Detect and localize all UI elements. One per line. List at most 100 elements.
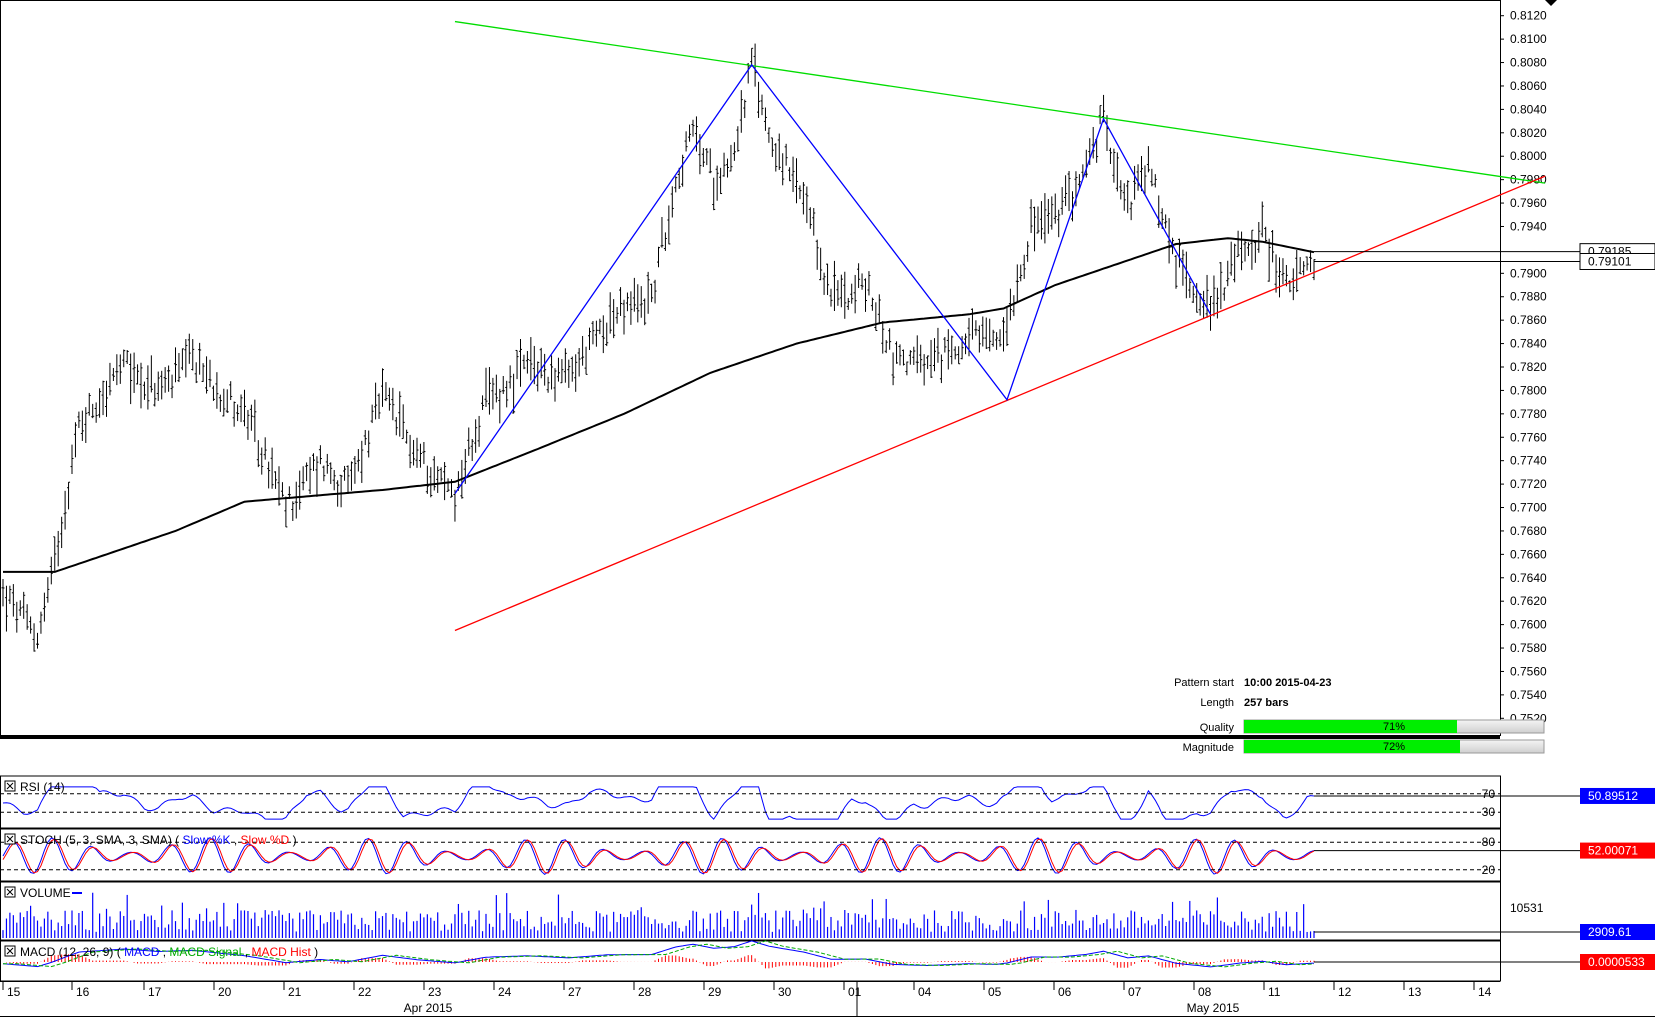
price-bar: [667, 205, 671, 245]
price-bar: [519, 338, 522, 387]
stoch-value-label: 52.00071: [1588, 844, 1638, 858]
rsi-pane-frame: [0, 775, 1501, 829]
day-tick-label: 01: [848, 985, 862, 999]
price-bar: [1129, 201, 1133, 221]
price-bar: [1050, 196, 1054, 230]
macd-title-group[interactable]: MACD (12, 26, 9) ( MACD , MACD Signal , …: [4, 945, 318, 959]
candlestick-series: [1, 43, 1316, 652]
price-bar: [1060, 187, 1064, 215]
price-bar: [308, 456, 312, 495]
price-bar: [1284, 264, 1288, 287]
price-bar: [1108, 147, 1112, 164]
price-bar: [1226, 260, 1230, 287]
price-bar: [446, 478, 450, 492]
price-bar: [1146, 146, 1150, 173]
magnitude-label: Magnitude: [1183, 742, 1234, 754]
zigzag-line: [454, 63, 1212, 494]
price-bar: [118, 354, 122, 384]
price-bar: [898, 344, 902, 366]
price-bar: [294, 481, 298, 519]
day-tick-label: 06: [1058, 985, 1072, 999]
price-bar: [922, 354, 926, 386]
price-bar: [1122, 183, 1126, 211]
volume-title-group[interactable]: VOLUME: [4, 886, 82, 900]
price-bar: [115, 354, 119, 386]
stoch-level-label: 80: [1482, 835, 1496, 849]
stoch-slow-k-label: Slow %K: [183, 833, 231, 847]
price-bar: [750, 47, 754, 67]
price-bar: [1119, 180, 1123, 200]
price-bar: [1260, 201, 1264, 238]
price-bar: [1150, 168, 1154, 187]
price-bar: [1202, 290, 1206, 319]
price-bar: [1, 579, 5, 607]
price-bar: [546, 376, 550, 393]
price-bar: [260, 447, 264, 475]
price-bar: [374, 382, 378, 420]
scroll-marker-icon[interactable]: [1545, 0, 1557, 6]
day-tick-label: 05: [988, 985, 1002, 999]
price-bar: [933, 338, 936, 372]
price-bar: [208, 359, 212, 388]
price-bar: [305, 462, 309, 482]
price-tick-label: 0.7800: [1510, 383, 1547, 397]
price-bar: [739, 90, 743, 133]
price-bar: [591, 321, 595, 345]
price-bar: [177, 352, 181, 383]
price-bar: [1136, 164, 1140, 191]
price-bar: [60, 516, 64, 549]
price-bar: [1026, 241, 1030, 262]
price-bar: [701, 148, 705, 167]
price-bar: [801, 182, 805, 215]
price-bar: [325, 453, 329, 474]
price-bar: [1184, 251, 1188, 299]
price-bar: [225, 389, 229, 413]
price-bar: [929, 339, 933, 378]
price-bar: [184, 339, 188, 378]
price-bar: [498, 388, 502, 424]
price-bar: [991, 329, 995, 347]
stoch-title-group[interactable]: STOCH (5, 3, SMA, 3, SMA) ( Slow %K , Sl…: [4, 833, 297, 847]
price-bar: [622, 299, 626, 335]
info-value: 10:00 2015-04-23: [1244, 677, 1331, 689]
price-bar: [1219, 262, 1223, 310]
price-bar: [577, 348, 581, 377]
price-bar: [757, 81, 761, 118]
price-bar: [505, 380, 509, 408]
rsi-line: [2, 786, 1315, 820]
price-bar: [791, 156, 795, 193]
price-bar: [1229, 241, 1233, 276]
price-bar: [598, 318, 602, 335]
price-bar: [560, 359, 564, 384]
price-bar: [984, 317, 988, 350]
price-bar: [1039, 201, 1043, 240]
price-bar: [1133, 165, 1137, 200]
price-tick-label: 0.7960: [1510, 196, 1547, 210]
price-bar: [798, 185, 802, 200]
price-bar: [815, 239, 819, 270]
stoch-d-line: [2, 838, 1315, 874]
price-bar: [919, 344, 923, 373]
price-bar: [1157, 195, 1161, 228]
price-bar: [729, 144, 733, 172]
price-bar: [677, 167, 681, 190]
price-bar: [1012, 295, 1016, 317]
day-tick-label: 24: [498, 985, 512, 999]
price-bar: [67, 481, 71, 510]
price-bar: [867, 271, 871, 296]
day-tick-label: 13: [1408, 985, 1422, 999]
day-tick-label: 16: [76, 985, 90, 999]
stoch-level-label: 20: [1482, 863, 1496, 877]
price-bar: [636, 284, 640, 323]
stoch-title-close-paren: ): [293, 833, 297, 847]
price-bar: [908, 350, 912, 365]
price-bar: [239, 394, 243, 423]
day-tick-label: 30: [778, 985, 792, 999]
rsi-title: RSI (14): [20, 780, 65, 794]
price-bar: [1233, 243, 1237, 283]
quality-value: 71%: [1383, 721, 1405, 733]
price-bar: [681, 154, 685, 187]
price-bar: [343, 465, 347, 481]
rsi-title-group[interactable]: RSI (14): [4, 780, 65, 794]
macd-title-close-paren: ): [314, 945, 318, 959]
